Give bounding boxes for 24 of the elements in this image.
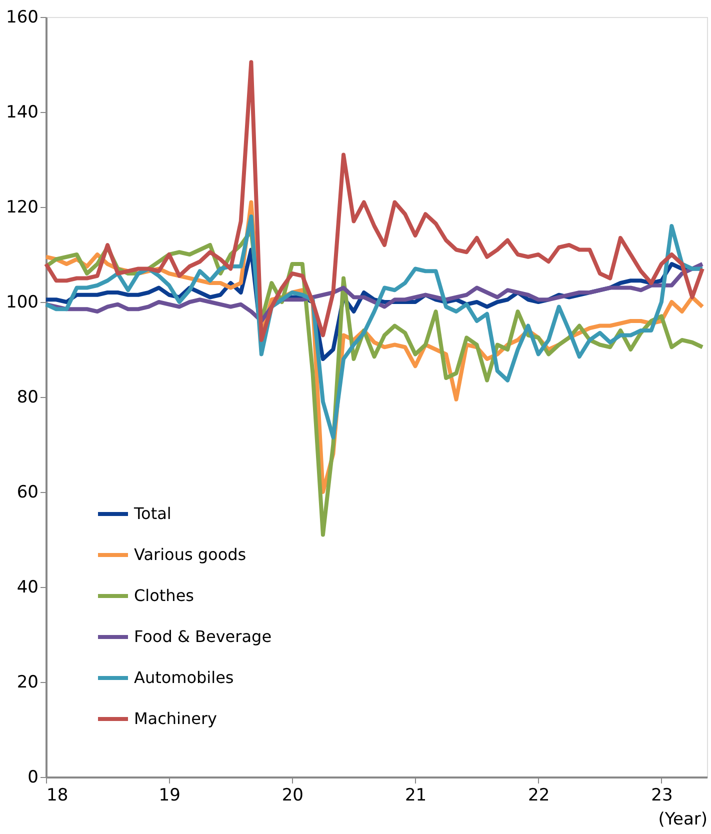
x-tick-label: 23 — [651, 786, 673, 806]
y-tick-label: 160 — [6, 8, 38, 28]
legend-label: Total — [133, 504, 172, 523]
y-tick-label: 80 — [16, 388, 38, 408]
legend-label: Clothes — [134, 586, 194, 605]
legend-label: Machinery — [134, 709, 218, 728]
x-tick-label: 20 — [282, 786, 304, 806]
x-axis-title: (Year) — [658, 810, 708, 830]
y-tick-label: 40 — [16, 578, 38, 598]
x-tick-label: 22 — [528, 786, 550, 806]
y-tick-label: 100 — [6, 292, 38, 312]
line-series — [44, 214, 704, 440]
y-tick-label: 140 — [6, 102, 38, 122]
x-tick-label: 19 — [158, 786, 180, 806]
y-tick-label: 120 — [6, 198, 38, 218]
legend-label: Food & Beverage — [134, 627, 272, 646]
legend-label: Automobiles — [134, 668, 234, 687]
x-tick-label: 21 — [404, 786, 427, 806]
y-tick-label: 60 — [16, 482, 38, 502]
line-series — [44, 60, 704, 342]
x-tick-label: 18 — [46, 786, 68, 806]
legend-label: Various goods — [134, 545, 246, 564]
y-tick-label: 0 — [28, 768, 38, 788]
y-tick-label: 20 — [16, 672, 38, 692]
